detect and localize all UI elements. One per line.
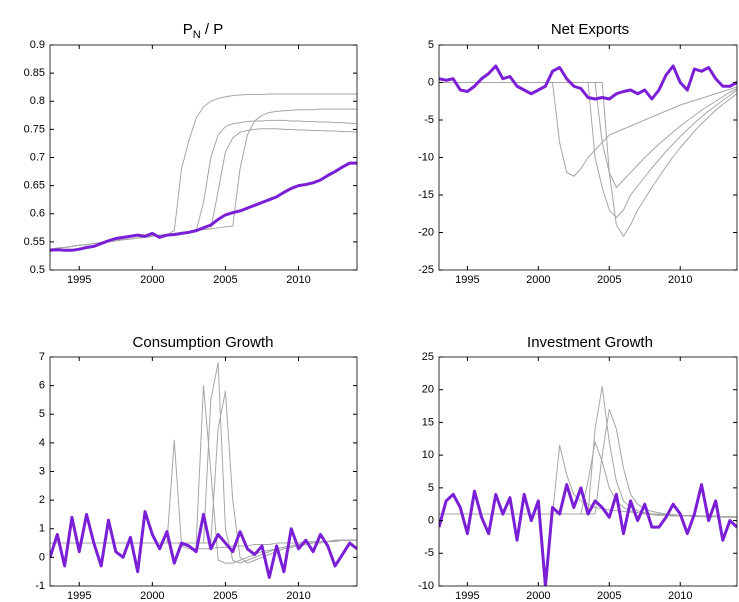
y-tick-label: 25: [422, 351, 434, 363]
chart-title: Investment Growth: [527, 334, 653, 351]
x-tick-label: 2010: [286, 590, 310, 602]
plot-area: [50, 93, 357, 252]
series-line: [439, 82, 737, 237]
series-line: [439, 385, 737, 518]
x-tick-label: 2000: [526, 590, 550, 602]
series-line: [439, 82, 737, 188]
y-tick-label: 7: [39, 351, 45, 363]
x-tick-label: 2000: [140, 274, 164, 286]
series-line: [50, 161, 357, 252]
x-tick-label: 2005: [213, 274, 237, 286]
y-tick-label: 0.5: [30, 264, 45, 276]
y-tick-label: -15: [418, 189, 434, 201]
chart-title: Net Exports: [551, 21, 629, 38]
axes-box: [49, 44, 358, 271]
series-line: [439, 441, 737, 518]
y-tick-label: -20: [418, 226, 434, 238]
y-tick-label: -5: [424, 114, 434, 126]
chart-title: Consumption Growth: [133, 334, 274, 351]
x-tick-label: 1995: [67, 590, 91, 602]
x-tick-label: 2005: [597, 274, 621, 286]
x-tick-label: 1995: [455, 590, 479, 602]
y-tick-label: 0.6: [30, 208, 45, 220]
title-part: / P: [201, 21, 224, 38]
y-tick-label: -1: [35, 580, 45, 592]
y-tick-label: 0.55: [24, 236, 45, 248]
y-tick-label: 0.8: [30, 95, 45, 107]
y-tick-label: 0.85: [24, 67, 45, 79]
x-tick-label: 2010: [286, 274, 310, 286]
series-line: [439, 483, 737, 586]
series-line: [50, 439, 357, 550]
x-tick-label: 1995: [455, 274, 479, 286]
series-line: [50, 128, 357, 250]
chart-title: PN / P: [183, 21, 223, 41]
y-tick-label: 15: [422, 416, 434, 428]
x-tick-label: 1995: [67, 274, 91, 286]
y-tick-label: 0.65: [24, 180, 45, 192]
title-part: P: [183, 21, 193, 38]
y-tick-label: 3: [39, 465, 45, 477]
y-tick-label: 0.7: [30, 151, 45, 163]
y-tick-label: -5: [424, 547, 434, 559]
y-tick-label: 20: [422, 384, 434, 396]
y-tick-label: 1: [39, 523, 45, 535]
x-tick-label: 2005: [597, 590, 621, 602]
x-tick-label: 2000: [526, 274, 550, 286]
x-tick-label: 2010: [668, 274, 692, 286]
plot-area: [50, 362, 357, 579]
plot-area: [439, 64, 737, 237]
y-tick-label: -10: [418, 151, 434, 163]
x-tick-label: 2000: [140, 590, 164, 602]
x-tick-label: 2005: [213, 590, 237, 602]
y-tick-label: 5: [428, 39, 434, 51]
x-tick-label: 2010: [668, 590, 692, 602]
series-line: [50, 510, 357, 579]
plot-area: [439, 385, 737, 586]
series-line: [439, 82, 737, 218]
series-line: [439, 408, 737, 518]
y-tick-label: -25: [418, 264, 434, 276]
axes-box: [438, 356, 738, 587]
y-tick-label: 2: [39, 494, 45, 506]
y-tick-label: 5: [428, 482, 434, 494]
y-tick-label: 6: [39, 380, 45, 392]
series-line: [50, 390, 357, 564]
series-line: [439, 64, 737, 101]
series-line: [50, 93, 357, 250]
y-tick-label: 0: [39, 551, 45, 563]
y-tick-label: 5: [39, 408, 45, 420]
y-tick-label: 0: [428, 76, 434, 88]
y-tick-label: 0.9: [30, 39, 45, 51]
y-tick-label: 4: [39, 437, 45, 449]
y-tick-label: 0.75: [24, 123, 45, 135]
y-tick-label: 10: [422, 449, 434, 461]
y-tick-label: 0: [428, 514, 434, 526]
title-subscript: N: [193, 29, 201, 41]
y-tick-label: -10: [418, 580, 434, 592]
